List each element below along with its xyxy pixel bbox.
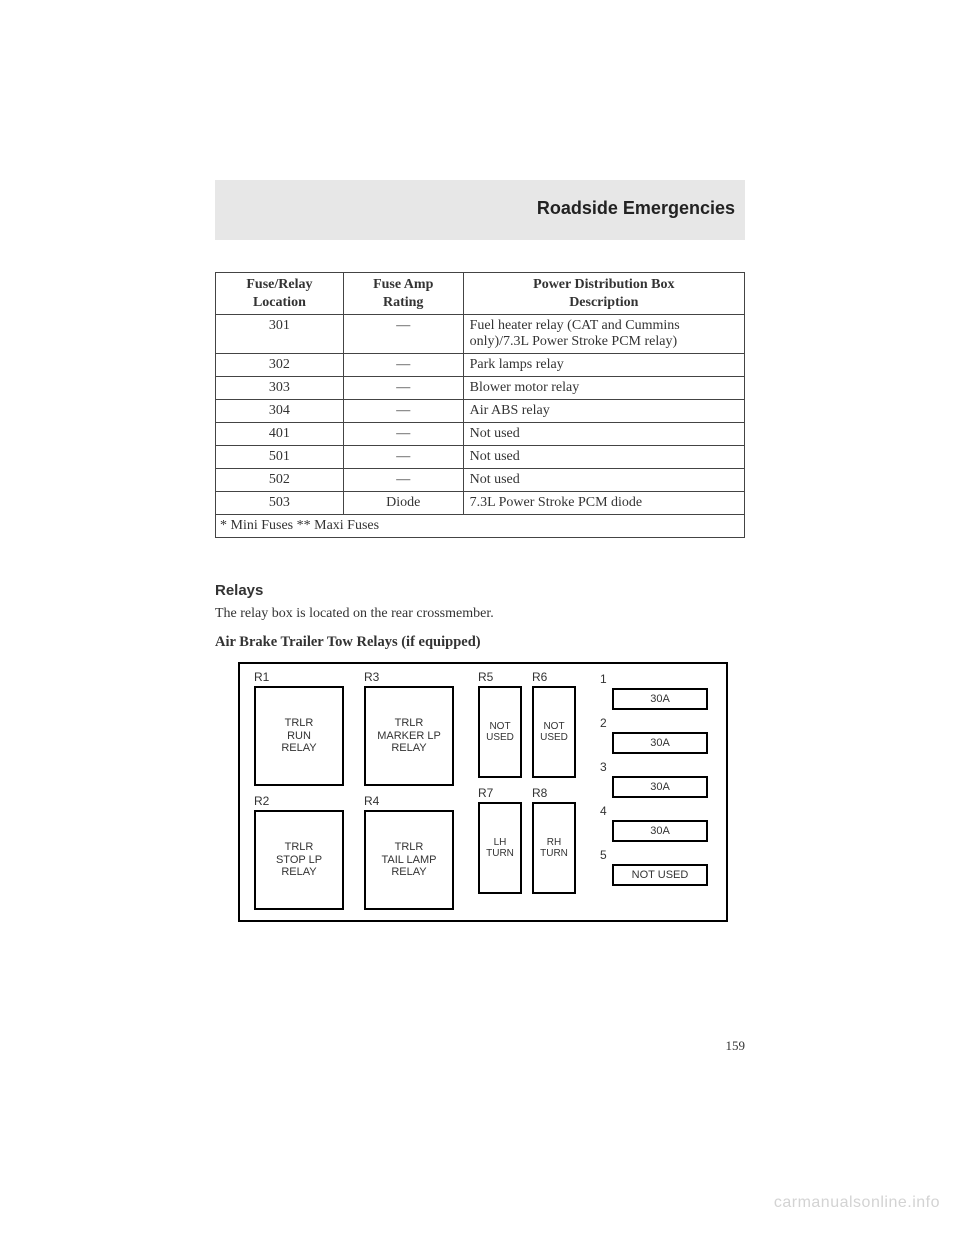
table-row: 301—Fuel heater relay (CAT and Cummins o…	[216, 315, 745, 354]
table-row: 401—Not used	[216, 423, 745, 446]
cell-location: 301	[216, 315, 344, 354]
relay-diagram: R1 TRLRRUNRELAY R2 TRLRSTOP LPRELAY R3 TRLRMA…	[238, 662, 728, 922]
watermark: carmanualsonline.info	[774, 1194, 940, 1212]
fuse-box: 30A	[612, 688, 708, 710]
fuse-box: NOT USED	[612, 864, 708, 886]
cell-location: 302	[216, 354, 344, 377]
section-title: Roadside Emergencies	[537, 198, 735, 219]
relay-id-label: R5	[478, 670, 493, 684]
relay-box: TRLRRUNRELAY	[254, 686, 344, 786]
relay-box: TRLRMARKER LPRELAY	[364, 686, 454, 786]
relay-id-label: R1	[254, 670, 269, 684]
cell-desc: Not used	[463, 423, 744, 446]
col-header-text: Fuse/Relay	[246, 277, 312, 292]
relay-box: TRLRSTOP LPRELAY	[254, 810, 344, 910]
cell-desc: Not used	[463, 446, 744, 469]
relay-box-small: NOTUSED	[532, 686, 576, 778]
table-header-row: Fuse/Relay Location Fuse Amp Rating Powe…	[216, 273, 745, 315]
fuse-number: 5	[600, 848, 607, 862]
fuse-number: 3	[600, 760, 607, 774]
relay-id-label: R8	[532, 786, 547, 800]
cell-amp: —	[343, 446, 463, 469]
col-header-amp: Fuse Amp Rating	[343, 273, 463, 315]
relays-subheading: Air Brake Trailer Tow Relays (if equippe…	[215, 634, 481, 651]
cell-location: 503	[216, 492, 344, 515]
relay-id-label: R2	[254, 794, 269, 808]
relay-box: TRLRTAIL LAMPRELAY	[364, 810, 454, 910]
relays-text: The relay box is located on the rear cro…	[215, 606, 494, 622]
cell-amp: —	[343, 315, 463, 354]
col-header-desc: Power Distribution Box Description	[463, 273, 744, 315]
relay-box-small: RHTURN	[532, 802, 576, 894]
cell-amp: —	[343, 469, 463, 492]
cell-desc: Fuel heater relay (CAT and Cummins only)…	[463, 315, 744, 354]
relay-id-label: R3	[364, 670, 379, 684]
fuse-box: 30A	[612, 820, 708, 842]
cell-location: 501	[216, 446, 344, 469]
relay-box-small: LHTURN	[478, 802, 522, 894]
fuse-number: 1	[600, 672, 607, 686]
table-row: 304—Air ABS relay	[216, 400, 745, 423]
col-header-text: Fuse Amp	[373, 277, 433, 292]
relay-id-label: R6	[532, 670, 547, 684]
table-footnote-row: * Mini Fuses ** Maxi Fuses	[216, 515, 745, 538]
fuse-box: 30A	[612, 732, 708, 754]
cell-location: 502	[216, 469, 344, 492]
cell-desc: 7.3L Power Stroke PCM diode	[463, 492, 744, 515]
cell-desc: Blower motor relay	[463, 377, 744, 400]
table-row: 303—Blower motor relay	[216, 377, 745, 400]
table-row: 503Diode7.3L Power Stroke PCM diode	[216, 492, 745, 515]
col-header-text: Rating	[383, 295, 423, 310]
col-header-location: Fuse/Relay Location	[216, 273, 344, 315]
fuse-table: Fuse/Relay Location Fuse Amp Rating Powe…	[215, 272, 745, 538]
cell-amp: —	[343, 377, 463, 400]
relay-id-label: R7	[478, 786, 493, 800]
relays-heading: Relays	[215, 582, 263, 599]
cell-amp: Diode	[343, 492, 463, 515]
cell-desc: Air ABS relay	[463, 400, 744, 423]
cell-amp: —	[343, 400, 463, 423]
table-footnote: * Mini Fuses ** Maxi Fuses	[216, 515, 745, 538]
cell-location: 304	[216, 400, 344, 423]
col-header-text: Location	[253, 295, 306, 310]
fuse-number: 4	[600, 804, 607, 818]
cell-location: 303	[216, 377, 344, 400]
cell-desc: Not used	[463, 469, 744, 492]
fuse-number: 2	[600, 716, 607, 730]
cell-desc: Park lamps relay	[463, 354, 744, 377]
relay-id-label: R4	[364, 794, 379, 808]
table-row: 502—Not used	[216, 469, 745, 492]
cell-amp: —	[343, 354, 463, 377]
col-header-text: Power Distribution Box	[533, 277, 674, 292]
cell-location: 401	[216, 423, 344, 446]
cell-amp: —	[343, 423, 463, 446]
fuse-box: 30A	[612, 776, 708, 798]
table-row: 501—Not used	[216, 446, 745, 469]
relay-box-small: NOTUSED	[478, 686, 522, 778]
table-row: 302—Park lamps relay	[216, 354, 745, 377]
page-number: 159	[215, 1038, 745, 1054]
header-band: Roadside Emergencies	[215, 180, 745, 240]
col-header-text: Description	[569, 295, 638, 310]
